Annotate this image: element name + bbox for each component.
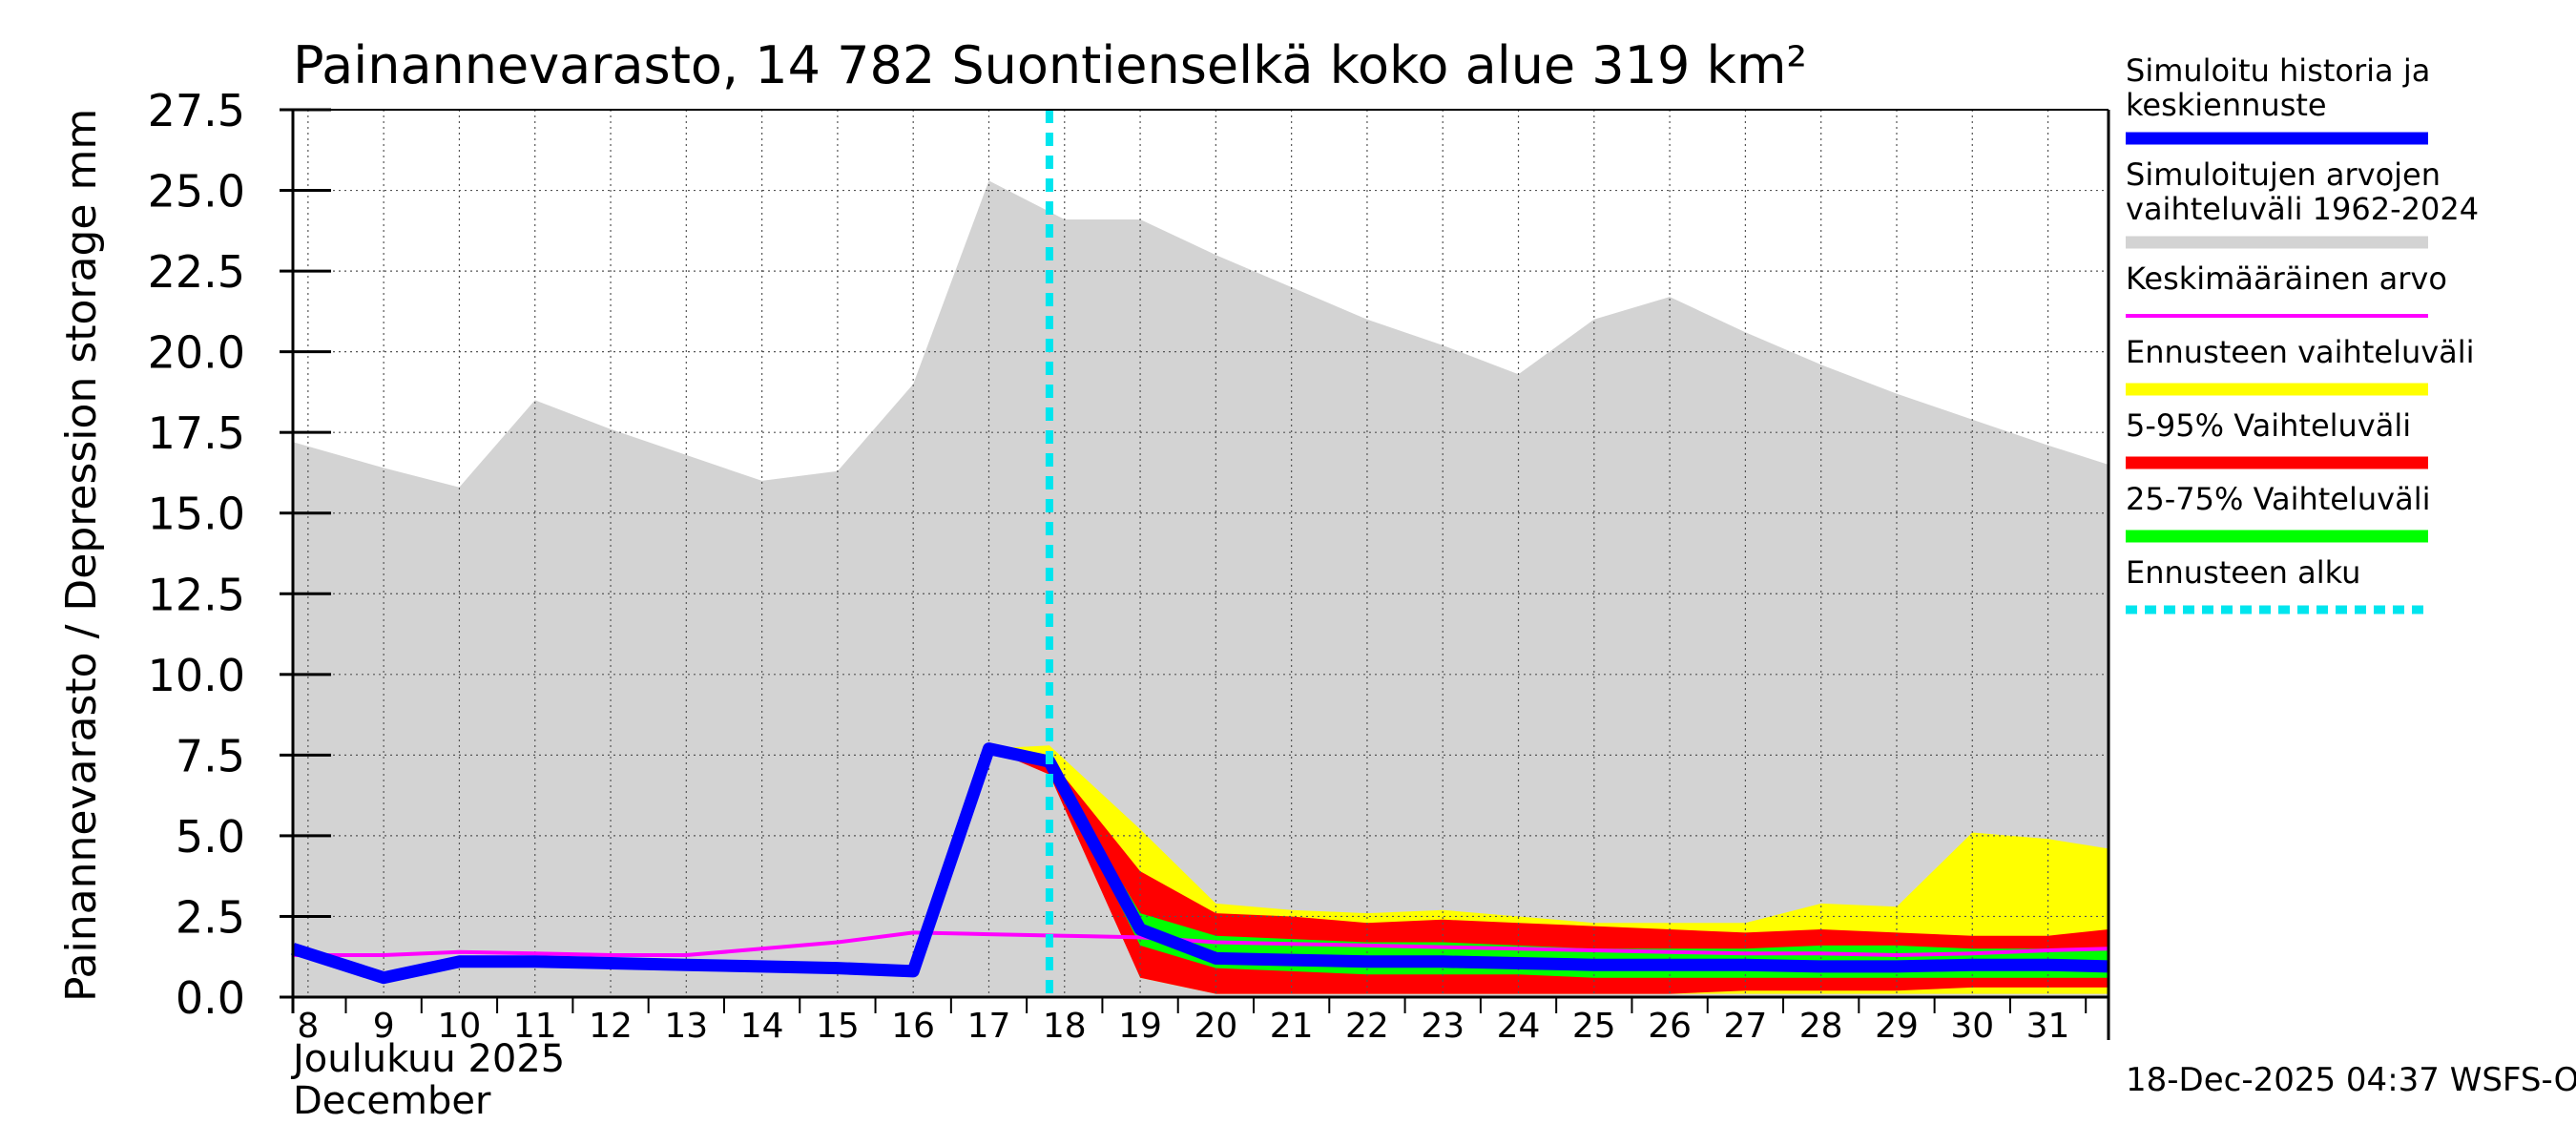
x-tick-label: 15	[816, 1007, 860, 1046]
legend-label: Simuloitu historia ja	[2126, 52, 2430, 89]
chart-title: Painannevarasto, 14 782 Suontienselkä ko…	[293, 35, 1807, 95]
legend-label: keskiennuste	[2126, 87, 2327, 123]
x-tick-label: 25	[1572, 1007, 1616, 1046]
history-median-line	[291, 742, 2109, 985]
x-tick-label: 18	[1043, 1007, 1087, 1046]
legend-label: Simuloitujen arvojen	[2126, 156, 2441, 193]
sim-range-band	[293, 180, 2109, 997]
x-tick-label: 11	[513, 1007, 557, 1046]
mean-line	[293, 930, 2109, 958]
x-tick-label: 12	[589, 1007, 633, 1046]
x-tick-label: 31	[2026, 1007, 2070, 1046]
x-tick-label: 23	[1421, 1007, 1465, 1046]
legend-label: vaihteluväli 1962-2024	[2126, 191, 2479, 227]
y-tick-label: 12.5	[148, 569, 245, 620]
legend-label: 25-75% Vaihteluväli	[2126, 481, 2430, 517]
y-axis-label: Painannevarasto / Depression storage mm	[57, 109, 106, 1002]
x-tick-label: 10	[438, 1007, 482, 1046]
x-tick-label: 17	[967, 1007, 1011, 1046]
x-tick-label: 19	[1118, 1007, 1162, 1046]
x-tick-label: 14	[740, 1007, 784, 1046]
y-tick-label: 20.0	[148, 327, 245, 379]
x-tick-label: 8	[297, 1007, 319, 1046]
y-tick-label: 15.0	[148, 489, 245, 540]
x-tick-label: 24	[1497, 1007, 1541, 1046]
y-tick-label: 27.5	[148, 85, 245, 136]
x-tick-label: 16	[891, 1007, 935, 1046]
range-25-75-band	[988, 748, 2109, 978]
y-tick-label: 10.0	[148, 650, 245, 701]
x-tick-label: 29	[1875, 1007, 1919, 1046]
x-tick-label: 21	[1270, 1007, 1314, 1046]
axes: 0.0 2.5 5.0 7.5 10.0 12.5 15.0 17.5 20.0 22.5 25.0…	[148, 85, 2110, 1046]
y-tick-label: 22.5	[148, 246, 245, 298]
x-tick-label: 27	[1723, 1007, 1767, 1046]
timestamp-footer: 18-Dec-2025 04:37 WSFS-O	[2126, 1061, 2576, 1099]
x-axis-month-label-en: December	[293, 1079, 491, 1123]
x-tick-label: 20	[1194, 1007, 1237, 1046]
y-tick-label: 7.5	[176, 730, 245, 781]
legend-label: Ennusteen alku	[2126, 554, 2360, 591]
x-tick-label: 22	[1345, 1007, 1389, 1046]
y-tick-label: 5.0	[176, 811, 245, 863]
x-tick-label: 28	[1799, 1007, 1843, 1046]
x-tick-label: 26	[1648, 1007, 1692, 1046]
legend-label: Ennusteen vaihteluväli	[2126, 334, 2475, 370]
x-tick-label: 13	[664, 1007, 708, 1046]
y-tick-label: 0.0	[176, 972, 245, 1024]
y-tick-label: 25.0	[148, 166, 245, 218]
plot-area	[293, 180, 2109, 997]
y-tick-label: 2.5	[176, 891, 245, 943]
series-lines	[291, 110, 2109, 997]
x-tick-label: 9	[373, 1007, 395, 1046]
x-tick-label: 30	[1950, 1007, 1994, 1046]
x-axis-month-label: Joulukuu 2025	[290, 1037, 565, 1081]
range-5-95-band	[988, 748, 2109, 994]
legend-label: Keskimääräinen arvo	[2126, 260, 2447, 297]
legend-label: 5-95% Vaihteluväli	[2126, 407, 2411, 444]
y-tick-label: 17.5	[148, 407, 245, 459]
